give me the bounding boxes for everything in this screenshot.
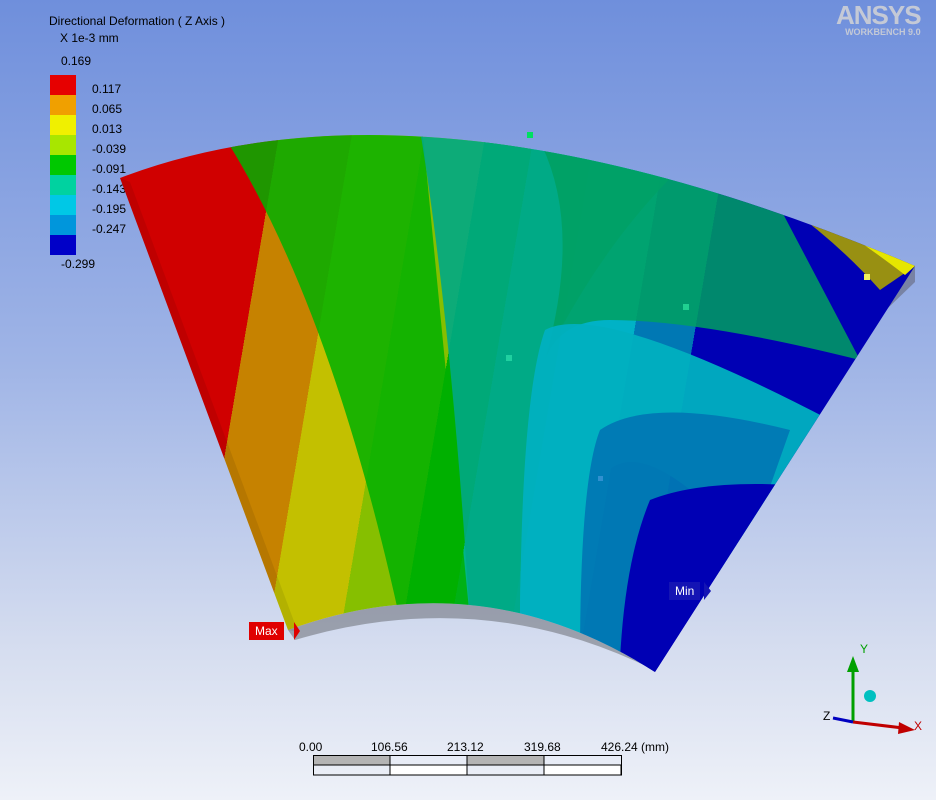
node-marker [864, 274, 870, 280]
legend-tick: -0.039 [92, 142, 127, 156]
legend-tick: -0.247 [92, 222, 127, 236]
axis-z-label: Z [823, 709, 830, 723]
legend-tick: 0.117 [92, 82, 122, 96]
contour-region [220, 135, 470, 620]
scale-bar [313, 755, 622, 776]
contour-region [680, 145, 915, 290]
scale-label: 213.12 [447, 740, 484, 754]
contour-region [620, 484, 790, 672]
contour-region [520, 135, 860, 360]
contour-region [415, 135, 700, 620]
legend-unit: X 1e-3 mm [60, 31, 119, 45]
legend-tick: -0.091 [92, 162, 127, 176]
legend-tick: 0.065 [92, 102, 123, 116]
legend-band [50, 95, 76, 115]
sector-inner-edge [288, 603, 655, 672]
legend-tick: 0.013 [92, 122, 123, 136]
logo-product: WORKBENCH 9.0 [845, 27, 921, 37]
logo-brand: ANSYS [836, 0, 922, 30]
legend-tick: -0.143 [92, 182, 127, 196]
contour-region [760, 180, 915, 275]
node-marker [527, 132, 533, 138]
axis-triad[interactable]: Y X Z [815, 640, 930, 740]
legend-band [50, 115, 76, 135]
legend-band [50, 175, 76, 195]
legend-band [50, 195, 76, 215]
legend-tick: -0.195 [92, 202, 127, 216]
min-probe-label[interactable]: Min [669, 582, 701, 600]
sector-edge-shade [120, 178, 298, 632]
node-marker [506, 355, 512, 361]
max-pointer [294, 622, 300, 640]
legend-band [50, 215, 76, 235]
ansys-logo: ANSYS WORKBENCH 9.0 [836, 0, 922, 37]
legend-band [50, 135, 76, 155]
contour-region [520, 324, 830, 650]
scale-label: 426.24 (mm) [601, 740, 670, 754]
axis-x-label: X [914, 719, 922, 733]
legend-title: Directional Deformation ( Z Axis ) [49, 14, 226, 28]
node-marker [683, 304, 689, 310]
scale-label: 319.68 [524, 740, 561, 754]
axis-y-label: Y [860, 642, 868, 656]
node-marker [598, 476, 603, 481]
legend-band [50, 155, 76, 175]
scale-label: 0.00 [299, 740, 323, 754]
min-pointer [704, 582, 711, 600]
legend-min-value: -0.299 [61, 257, 96, 271]
contour-region [580, 412, 790, 660]
legend-color-bar[interactable] [50, 75, 76, 255]
max-probe-label[interactable]: Max [249, 622, 284, 640]
legend-max-value: 0.169 [61, 54, 92, 68]
legend-band [50, 235, 76, 255]
legend-band [50, 75, 76, 95]
scale-label: 106.56 [371, 740, 408, 754]
